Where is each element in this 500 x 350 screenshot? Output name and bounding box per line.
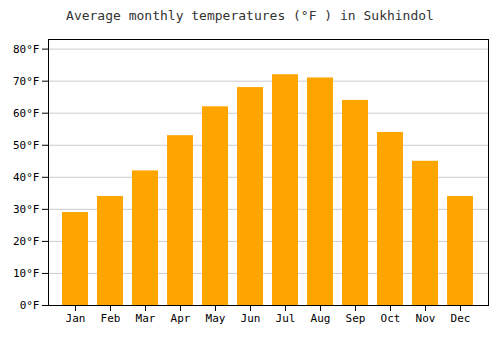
svg-text:80°F: 80°F [13,43,40,56]
html-text:Average monthly temperatures (: Average monthly temperatures (°F ) in Su… [66,8,434,23]
svg-text:Feb: Feb [101,312,121,325]
svg-text:40°F: 40°F [13,171,40,184]
svg-text:Aug: Aug [311,312,331,325]
svg-text:50°F: 50°F [13,139,40,152]
svg-text:Jan: Jan [66,312,86,325]
svg-text:Oct: Oct [381,312,401,325]
svg-text:Apr: Apr [171,312,191,325]
svg-text:Jul: Jul [276,312,296,325]
svg-text:Dec: Dec [451,312,471,325]
svg-text:20°F: 20°F [13,235,40,248]
svg-text:Sep: Sep [346,312,366,325]
svg-text:30°F: 30°F [13,203,40,216]
svg-text:Mar: Mar [136,312,156,325]
svg-text:10°F: 10°F [13,267,40,280]
svg-text:0°F: 0°F [20,299,40,312]
svg-text:Nov: Nov [416,312,436,325]
svg-text:70°F: 70°F [13,75,40,88]
svg-text:Jun: Jun [241,312,261,325]
svg-text:May: May [206,312,226,325]
svg-text:60°F: 60°F [13,107,40,120]
